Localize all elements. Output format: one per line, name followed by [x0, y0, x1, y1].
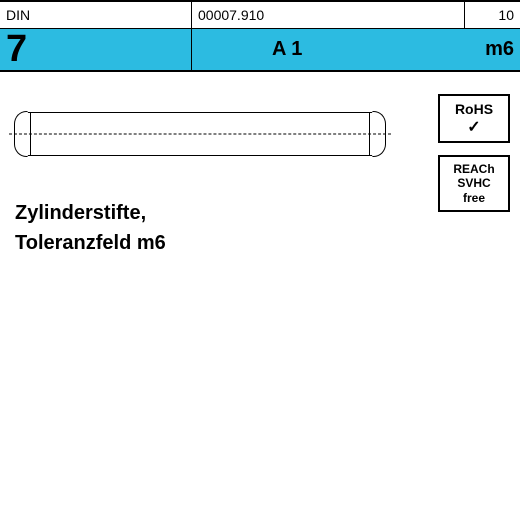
part-number: 00007.910 [192, 2, 465, 28]
title-block: Zylinderstifte, Toleranzfeld m6 [15, 198, 505, 258]
content-area: Zylinderstifte, Toleranzfeld m6 RoHS ✓ R… [0, 72, 520, 518]
title-line-1: Zylinderstifte, [15, 198, 505, 228]
centerline [9, 134, 391, 135]
reach-line-3: free [442, 191, 506, 205]
material-grade: A 1 [192, 29, 460, 70]
reach-line-2: SVHC [442, 176, 506, 190]
standard-number: 7 [0, 29, 192, 70]
page: DIN 00007.910 10 7 A 1 m6 Zylinderstifte… [0, 0, 520, 520]
revision: 10 [465, 2, 520, 28]
pin-drawing [15, 112, 385, 156]
standard-label: DIN [0, 2, 192, 28]
header-row-1: DIN 00007.910 10 [0, 0, 520, 28]
title-line-2: Toleranzfeld m6 [15, 228, 505, 258]
rohs-badge: RoHS ✓ [438, 94, 510, 143]
header-row-2: 7 A 1 m6 [0, 28, 520, 72]
badges: RoHS ✓ REACh SVHC free [438, 94, 510, 224]
reach-badge: REACh SVHC free [438, 155, 510, 212]
tolerance-class: m6 [460, 29, 520, 70]
rohs-label: RoHS [442, 101, 506, 118]
reach-line-1: REACh [442, 162, 506, 176]
check-icon: ✓ [442, 118, 506, 136]
